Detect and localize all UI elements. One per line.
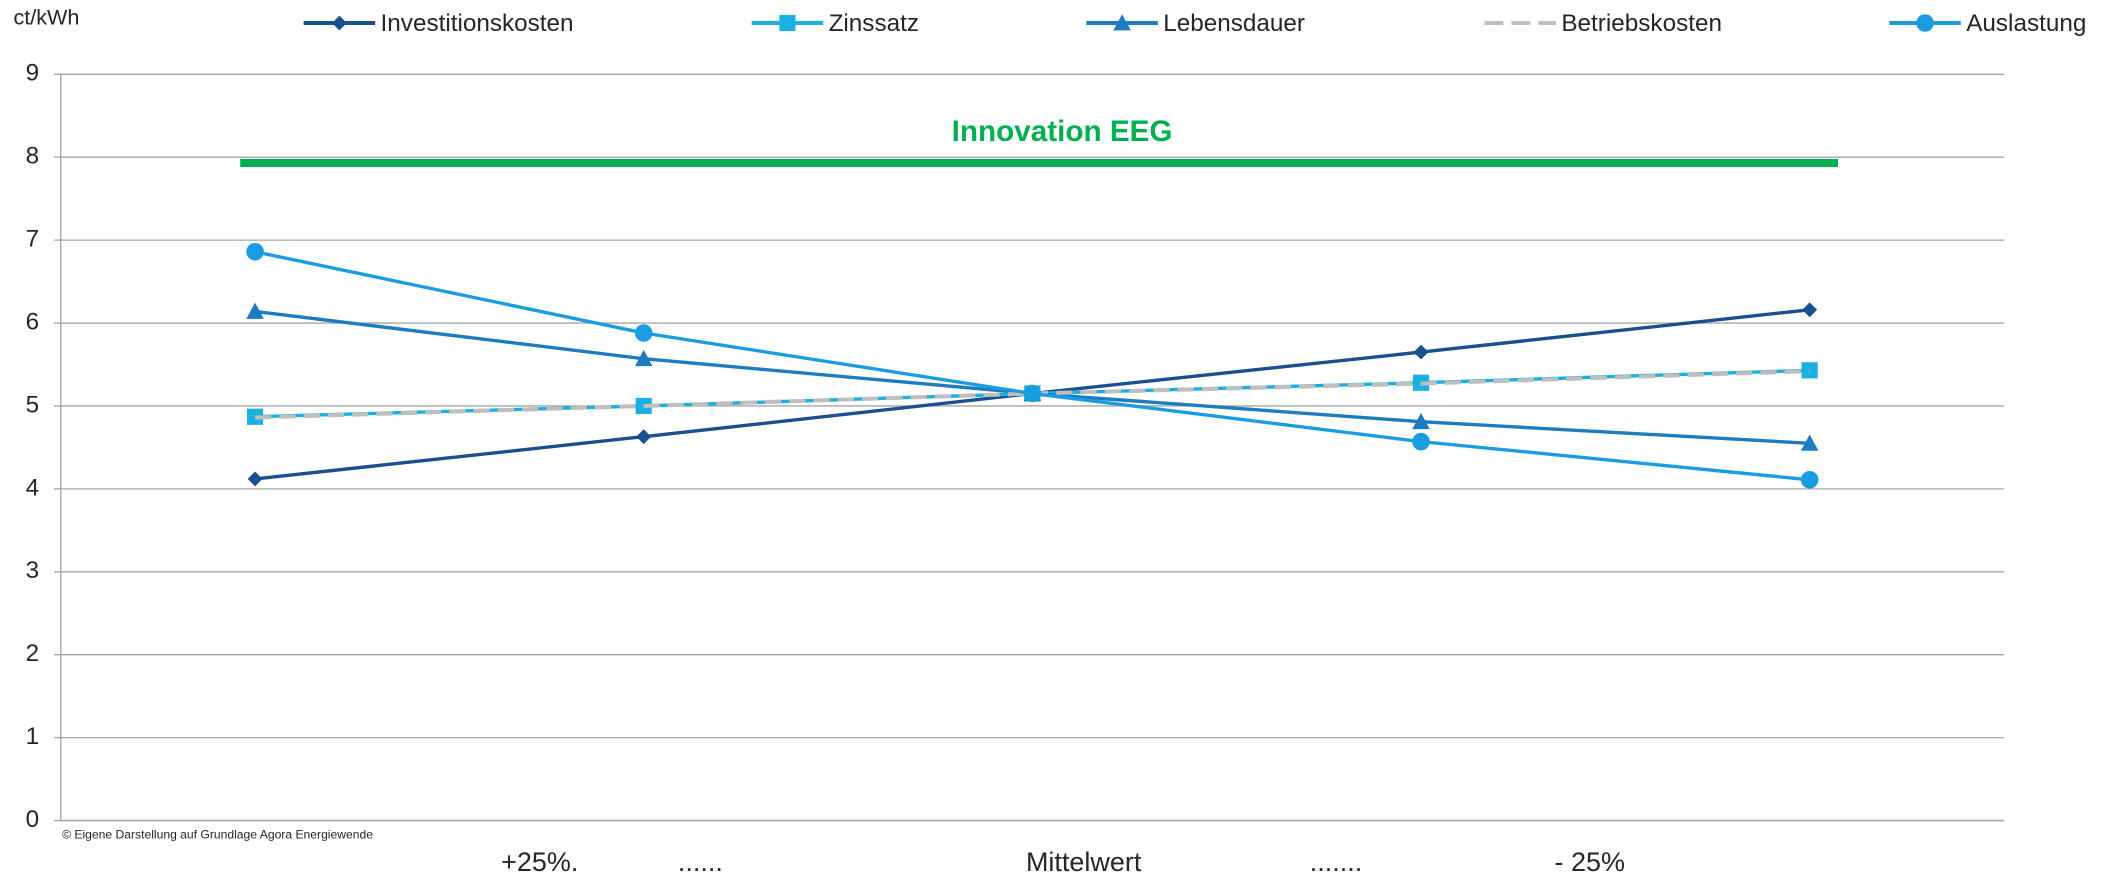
data-point <box>247 471 263 487</box>
y-tick-label: 7 <box>26 226 40 253</box>
y-tick-label: 4 <box>26 474 40 501</box>
x-tick-label: Mittelwert <box>1026 847 1142 877</box>
data-point <box>1800 470 1819 489</box>
data-point <box>246 302 264 319</box>
y-tick-label: 5 <box>26 391 40 418</box>
legend-marker <box>779 14 796 32</box>
x-tick-label: ....... <box>1310 847 1362 877</box>
data-point <box>1412 432 1430 451</box>
y-tick-label: 9 <box>26 60 40 87</box>
legend-label: Auslastung <box>1966 10 2086 37</box>
data-point <box>1802 302 1818 318</box>
legend-label: Zinssatz <box>829 10 919 37</box>
x-tick-label: - 25% <box>1554 847 1624 877</box>
legend-marker <box>1916 14 1934 32</box>
data-point <box>1413 344 1429 360</box>
y-tick-label: 1 <box>26 723 40 750</box>
y-tick-label: 2 <box>26 640 40 667</box>
reference-label: Innovation EEG <box>952 115 1173 148</box>
data-point <box>246 242 264 261</box>
legend-marker <box>1113 14 1131 31</box>
legend-label: Betriebskosten <box>1561 10 1722 37</box>
y-unit-label: ct/kWh <box>13 5 79 30</box>
x-tick-label: ...... <box>678 847 723 877</box>
data-point <box>636 429 652 445</box>
data-point <box>634 324 653 342</box>
data-point <box>1412 412 1430 430</box>
data-point <box>1801 362 1818 379</box>
y-tick-label: 0 <box>26 806 40 833</box>
legend-label: Lebensdauer <box>1163 10 1305 37</box>
x-tick-label: +25%. <box>501 847 578 877</box>
source-note: © Eigene Darstellung auf Grundlage Agora… <box>62 828 373 842</box>
series-line <box>254 250 1810 482</box>
y-tick-label: 3 <box>26 557 40 584</box>
data-point <box>1023 384 1042 403</box>
legend-label: Investitionskosten <box>381 10 574 37</box>
data-point <box>634 349 653 367</box>
y-tick-label: 8 <box>26 143 40 170</box>
y-tick-label: 6 <box>26 308 40 335</box>
legend-marker <box>331 15 347 31</box>
data-point <box>1800 434 1819 451</box>
